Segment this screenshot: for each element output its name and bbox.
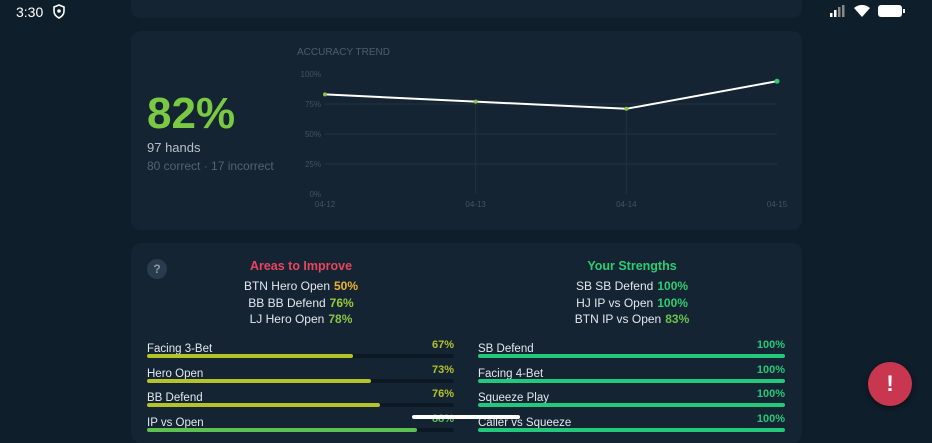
bar-label: Facing 3-Bet — [147, 343, 213, 355]
category-bar-row[interactable]: BB Defend 76% — [147, 388, 454, 413]
areas-to-improve: Areas to Improve BTN Hero Open 50% BB BB D… — [141, 259, 461, 328]
accuracy-card: 82% 97 hands 80 correct · 17 incorrect A… — [131, 31, 802, 230]
improve-title: Areas to Improve — [249, 259, 353, 273]
y-tick-label: 50% — [305, 130, 321, 139]
item-label: LJ Hero Open — [249, 312, 325, 326]
your-strengths: Your Strengths SB SB Defend 100% HJ IP vs … — [472, 259, 792, 328]
category-bar-row[interactable]: Facing 3-Bet 67% — [147, 339, 454, 364]
progress-fill — [478, 354, 785, 358]
bar-label: Caller vs Squeeze — [478, 416, 572, 429]
chart-title: ACCURACY TREND — [297, 47, 390, 58]
bar-value: 100% — [756, 412, 785, 425]
item-value: 50% — [334, 279, 359, 293]
improve-bars: Facing 3-Bet 67% Hero Open 73% BB Defend 76% I… — [147, 339, 454, 437]
wifi-icon — [854, 5, 870, 17]
bar-label: Hero Open — [147, 367, 204, 380]
x-tick-label: 04-13 — [465, 200, 486, 209]
item-value: 83% — [665, 312, 690, 326]
item-label: BB BB Defend — [248, 295, 326, 310]
summary-item: SB SB Defend 100% — [472, 278, 792, 295]
areas-card: ? Areas to Improve BTN Hero Open 50% BB BB… — [131, 243, 802, 443]
trend-line — [324, 80, 778, 110]
battery-icon — [878, 5, 905, 17]
help-button[interactable]: ? — [147, 259, 167, 279]
summary-item: HJ IP vs Open 100% — [472, 295, 792, 312]
strength-bars: SB Defend 100% Facing 4-Bet 100% Squeeze Pla… — [478, 339, 785, 437]
bar-label: Squeeze Play — [478, 392, 549, 404]
bar-value: 67% — [431, 339, 454, 351]
item-value: 100% — [657, 295, 688, 310]
status-bar: 3:30 — [0, 0, 932, 24]
category-bar-row[interactable]: SB Defend 100% — [478, 339, 785, 364]
category-bar-row[interactable]: IP vs Open88% — [147, 413, 454, 438]
home-indicator[interactable] — [412, 415, 520, 419]
y-tick-label: 0% — [309, 190, 321, 199]
progress-fill — [147, 378, 372, 383]
bar-value: 73% — [431, 363, 454, 376]
progress-fill — [147, 354, 353, 358]
shield-icon — [53, 4, 65, 19]
accuracy-trend-chart: 0% 25% 50% 75% 100% 04-12 04-13 04-14 04-15 — [301, 70, 788, 209]
progress-track — [147, 354, 454, 358]
progress-fill — [478, 403, 785, 407]
summary-item: BTN IP vs Open 83% — [472, 311, 792, 328]
progress-fill — [478, 378, 785, 383]
signal-icon — [830, 5, 845, 17]
item-value: 76% — [329, 295, 354, 310]
bar-value: 100% — [756, 363, 785, 376]
progress-track — [147, 403, 454, 407]
y-tick-label: 75% — [305, 100, 321, 109]
item-label: BTN IP vs Open — [574, 312, 662, 326]
bar-value: 100% — [756, 339, 785, 351]
category-bar-row[interactable]: Hero Open 73% — [147, 364, 454, 389]
y-tick-label: 100% — [301, 70, 321, 79]
item-label: BTN Hero Open — [243, 279, 330, 293]
progress-track — [478, 378, 785, 383]
hands-count: 97 hands — [147, 140, 201, 155]
progress-track — [478, 354, 785, 358]
bar-value: 76% — [431, 388, 454, 400]
progress-track — [478, 403, 785, 407]
report-button[interactable]: ! — [868, 362, 912, 406]
previous-card — [131, 0, 802, 18]
summary-item: BB BB Defend 76% — [141, 295, 461, 312]
summary-item: BTN Hero Open 50% — [141, 278, 461, 295]
progress-fill — [147, 403, 381, 407]
bar-value: 100% — [756, 388, 785, 400]
clock: 3:30 — [16, 4, 44, 20]
category-bar-row[interactable]: Caller vs Squeeze 100% — [478, 413, 785, 438]
data-point — [473, 99, 478, 104]
x-tick-label: 04-14 — [616, 200, 637, 209]
correct-incorrect: 80 correct · 17 incorrect — [147, 159, 274, 173]
data-point — [774, 78, 780, 84]
x-tick-label: 04-15 — [767, 200, 788, 209]
bar-label: SB Defend — [478, 343, 534, 355]
data-point — [624, 106, 629, 111]
item-value: 78% — [328, 312, 353, 326]
summary-item: LJ Hero Open 78% — [141, 311, 461, 328]
item-value: 100% — [657, 279, 689, 293]
category-bar-row[interactable]: Facing 4-Bet 100% — [478, 364, 785, 389]
bar-label: IP vs Open — [147, 416, 204, 429]
data-point — [323, 92, 327, 97]
category-bar-row[interactable]: Squeeze Play 100% — [478, 388, 785, 413]
x-tick-label: 04-12 — [315, 200, 336, 209]
progress-track — [147, 378, 454, 383]
y-tick-label: 25% — [305, 160, 321, 169]
accuracy-percent: 82% — [147, 89, 236, 138]
bar-label: Facing 4-Bet — [478, 367, 544, 380]
item-label: SB SB Defend — [575, 279, 654, 293]
bar-label: BB Defend — [147, 392, 203, 404]
item-label: HJ IP vs Open — [576, 295, 654, 310]
strengths-title: Your Strengths — [587, 259, 677, 273]
